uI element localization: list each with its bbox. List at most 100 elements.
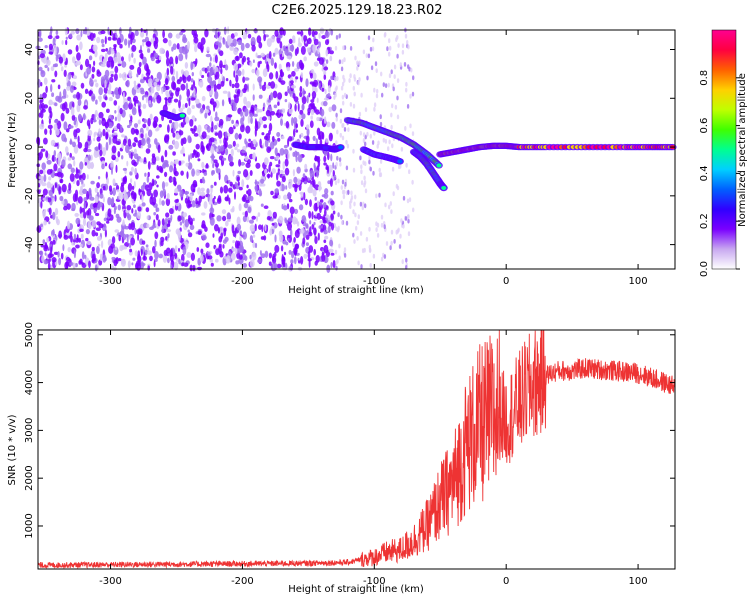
noise-speck [105,133,109,140]
noise-speck [277,166,281,176]
noise-speck [223,26,227,35]
noise-speck [393,64,397,70]
noise-speck [397,43,400,48]
figure-title: C2E6.2025.129.18.23.R02 [271,3,442,18]
noise-speck [201,212,206,216]
noise-speck [193,36,199,44]
noise-speck [354,55,357,61]
noise-speck [134,227,137,235]
noise-speck [305,234,310,240]
noise-speck [343,92,347,98]
noise-speck [117,55,120,65]
noise-speck [345,165,349,171]
noise-speck [309,199,312,208]
noise-speck [195,197,198,205]
noise-speck [262,29,266,35]
noise-speck [262,107,265,112]
noise-speck [222,239,227,244]
noise-speck [339,108,343,114]
noise-speck [155,78,160,82]
noise-speck [40,82,43,87]
noise-speck [154,251,159,260]
noise-speck [312,188,317,197]
noise-speck [292,216,297,225]
noise-speck [155,156,160,161]
noise-speck [246,184,249,189]
noise-speck [43,174,47,183]
noise-speck [335,265,338,271]
noise-speck [47,197,52,203]
noise-speck [205,135,211,140]
noise-speck [63,234,69,240]
noise-speck [202,179,206,184]
noise-speck [186,252,192,258]
noise-speck [393,239,396,244]
noise-speck [390,240,393,246]
noise-speck [340,185,343,190]
noise-speck [388,51,391,57]
noise-speck [312,135,316,141]
noise-speck [188,154,191,163]
noise-speck [86,161,92,170]
noise-speck [50,246,53,255]
noise-speck [310,99,315,103]
noise-speck [379,121,383,127]
noise-speck [200,107,204,114]
noise-speck [60,66,64,72]
noise-speck [133,57,136,64]
noise-speck [205,242,210,248]
noise-speck [107,89,112,95]
noise-speck [235,74,239,83]
noise-speck [260,253,266,259]
noise-speck [74,62,78,66]
noise-speck [54,70,58,78]
snr-x-ticks: -300 -200 -100 0 100 [99,330,648,587]
noise-speck [77,142,83,149]
noise-speck [268,82,272,86]
noise-speck [113,126,118,131]
noise-speck [113,89,119,95]
colorbar-gradient [711,29,737,270]
noise-speck [291,250,295,259]
noise-speck [52,37,56,47]
noise-speck [39,99,43,104]
noise-speck [190,78,194,83]
noise-speck [112,132,118,136]
noise-speck [359,130,362,136]
noise-speck [254,223,257,232]
noise-speck [101,163,105,170]
noise-speck [295,129,299,133]
noise-speck [276,180,281,187]
noise-speck [305,242,309,247]
noise-speck [153,212,157,216]
noise-speck [70,235,73,243]
noise-speck [240,117,244,126]
noise-speck [79,41,83,51]
noise-speck [338,255,341,261]
noise-speck [324,188,329,195]
noise-speck [153,94,157,99]
noise-speck [242,231,247,240]
noise-speck [407,231,411,237]
noise-speck [411,131,415,137]
noise-speck [216,197,222,204]
noise-speck [375,93,379,99]
noise-speck [284,218,287,224]
noise-speck [180,149,184,155]
noise-speck [341,123,344,128]
noise-speck [211,121,214,130]
noise-speck [49,110,53,119]
noise-speck [352,209,355,215]
noise-speck [209,56,212,62]
noise-speck [150,85,155,94]
noise-speck [65,107,70,114]
noise-speck [266,216,271,221]
noise-speck [84,254,87,260]
noise-speck [79,175,82,180]
noise-speck [111,145,117,154]
noise-speck [72,141,76,148]
noise-speck [110,243,115,249]
noise-speck [311,211,314,220]
noise-speck [259,250,262,256]
